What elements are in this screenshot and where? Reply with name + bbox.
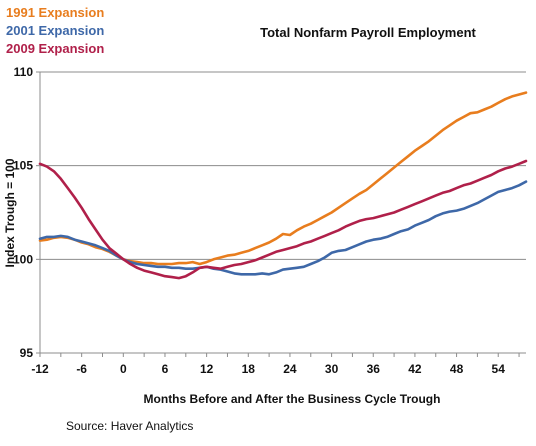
- y-axis-label: Index Trough = 100: [3, 158, 17, 267]
- x-tick-label: 48: [450, 362, 464, 376]
- series-line-2009: [38, 159, 528, 280]
- series-line-2001: [38, 180, 528, 276]
- x-tick-label: -12: [31, 362, 49, 376]
- legend-entry-2001: 2001 Expansion: [6, 23, 104, 38]
- x-tick-label: -6: [76, 362, 87, 376]
- x-tick-label: 54: [492, 362, 506, 376]
- y-tick-label: 95: [20, 346, 34, 360]
- y-axis-ticks: 95 100 105 110: [13, 65, 40, 360]
- x-axis-label: Months Before and After the Business Cyc…: [144, 392, 441, 406]
- x-tick-label: 18: [242, 362, 256, 376]
- x-tick-label: 6: [162, 362, 169, 376]
- legend: 1991 Expansion 2001 Expansion 2009 Expan…: [6, 5, 104, 56]
- series-line-1991: [38, 91, 528, 266]
- legend-entry-2009: 2009 Expansion: [6, 41, 104, 56]
- x-tick-label: 0: [120, 362, 127, 376]
- x-tick-label: 24: [283, 362, 297, 376]
- y-tick-label: 100: [13, 252, 33, 266]
- x-tick-label: 36: [367, 362, 381, 376]
- x-tick-label: 30: [325, 362, 339, 376]
- legend-entry-1991: 1991 Expansion: [6, 5, 104, 20]
- series-lines: [38, 91, 528, 280]
- chart-title: Total Nonfarm Payroll Employment: [260, 25, 476, 40]
- y-tick-label: 110: [14, 65, 34, 79]
- x-tick-label: 42: [408, 362, 422, 376]
- gridlines: [40, 71, 526, 260]
- y-tick-label: 105: [13, 159, 33, 173]
- x-axis-ticks: -12 -6 0 6 12 18 24 30 36 42 48 54: [31, 353, 520, 376]
- source-note: Source: Haver Analytics: [66, 419, 193, 433]
- axes: [39, 72, 526, 354]
- x-tick-label: 12: [200, 362, 214, 376]
